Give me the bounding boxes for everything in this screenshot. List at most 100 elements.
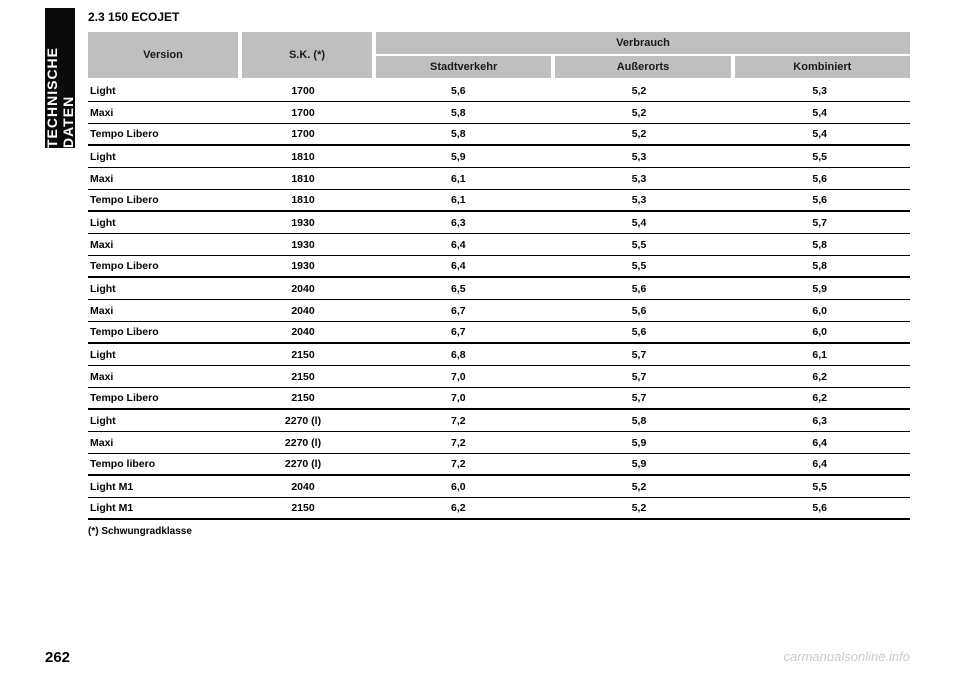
cell-version: Light: [88, 151, 238, 163]
cell-kombi: 6,4: [729, 458, 910, 470]
cell-aussen: 5,7: [549, 392, 730, 404]
hdr-aussen: Außerorts: [555, 56, 730, 78]
cell-kombi: 5,4: [729, 128, 910, 140]
table-row: Tempo libero2270 (l)7,25,96,4: [88, 454, 910, 476]
table-row: Maxi21507,05,76,2: [88, 366, 910, 388]
table-footnote: (*) Schwungradklasse: [88, 526, 910, 537]
cell-sk: 2150: [238, 349, 368, 361]
table-header: Version S.K. (*) Verbrauch Stadtverkehr …: [88, 32, 910, 78]
table-row: Tempo Libero20406,75,66,0: [88, 322, 910, 344]
cell-aussen: 5,7: [549, 349, 730, 361]
cell-kombi: 5,6: [729, 194, 910, 206]
cell-stadt: 6,0: [368, 481, 549, 493]
table-row: Light M121506,25,25,6: [88, 498, 910, 520]
cell-stadt: 5,8: [368, 107, 549, 119]
hdr-stadt: Stadtverkehr: [376, 56, 551, 78]
cell-version: Tempo Libero: [88, 392, 238, 404]
table-row: Light17005,65,25,3: [88, 80, 910, 102]
cell-stadt: 6,1: [368, 173, 549, 185]
cell-stadt: 6,1: [368, 194, 549, 206]
cell-version: Light: [88, 85, 238, 97]
table-row: Maxi19306,45,55,8: [88, 234, 910, 256]
table-body: Light17005,65,25,3Maxi17005,85,25,4Tempo…: [88, 80, 910, 520]
table-row: Tempo Libero21507,05,76,2: [88, 388, 910, 410]
cell-stadt: 7,2: [368, 458, 549, 470]
cell-aussen: 5,2: [549, 502, 730, 514]
cell-kombi: 5,9: [729, 283, 910, 295]
cell-sk: 1810: [238, 151, 368, 163]
cell-aussen: 5,3: [549, 173, 730, 185]
table-row: Tempo Libero19306,45,55,8: [88, 256, 910, 278]
cell-kombi: 6,3: [729, 415, 910, 427]
cell-kombi: 6,0: [729, 305, 910, 317]
cell-stadt: 7,0: [368, 371, 549, 383]
cell-sk: 2040: [238, 283, 368, 295]
table-row: Maxi17005,85,25,4: [88, 102, 910, 124]
cell-sk: 2040: [238, 305, 368, 317]
cell-stadt: 6,8: [368, 349, 549, 361]
cell-version: Light: [88, 415, 238, 427]
cell-sk: 1810: [238, 173, 368, 185]
cell-stadt: 5,6: [368, 85, 549, 97]
cell-version: Maxi: [88, 173, 238, 185]
cell-sk: 2150: [238, 502, 368, 514]
cell-stadt: 6,2: [368, 502, 549, 514]
cell-version: Tempo Libero: [88, 260, 238, 272]
hdr-sk: S.K. (*): [242, 32, 372, 78]
table-row: Light21506,85,76,1: [88, 344, 910, 366]
cell-sk: 2150: [238, 392, 368, 404]
cell-kombi: 6,4: [729, 437, 910, 449]
cell-version: Light: [88, 217, 238, 229]
table-row: Maxi18106,15,35,6: [88, 168, 910, 190]
cell-sk: 1700: [238, 85, 368, 97]
hdr-verbrauch: Verbrauch: [376, 32, 910, 54]
cell-sk: 2040: [238, 326, 368, 338]
cell-aussen: 5,4: [549, 217, 730, 229]
cell-aussen: 5,8: [549, 415, 730, 427]
cell-stadt: 6,3: [368, 217, 549, 229]
table-row: Light20406,55,65,9: [88, 278, 910, 300]
cell-stadt: 7,2: [368, 437, 549, 449]
cell-version: Maxi: [88, 239, 238, 251]
cell-kombi: 6,2: [729, 371, 910, 383]
cell-stadt: 6,4: [368, 239, 549, 251]
page-number: 262: [45, 649, 70, 666]
table-row: Light19306,35,45,7: [88, 212, 910, 234]
cell-version: Tempo Libero: [88, 326, 238, 338]
cell-aussen: 5,6: [549, 305, 730, 317]
cell-aussen: 5,3: [549, 194, 730, 206]
cell-sk: 2270 (l): [238, 458, 368, 470]
cell-version: Tempo libero: [88, 458, 238, 470]
cell-kombi: 5,6: [729, 173, 910, 185]
cell-stadt: 6,4: [368, 260, 549, 272]
watermark: carmanualsonline.info: [784, 649, 910, 664]
cell-aussen: 5,5: [549, 260, 730, 272]
cell-version: Tempo Libero: [88, 194, 238, 206]
cell-kombi: 6,2: [729, 392, 910, 404]
cell-kombi: 6,1: [729, 349, 910, 361]
cell-sk: 1810: [238, 194, 368, 206]
cell-aussen: 5,2: [549, 481, 730, 493]
cell-kombi: 5,5: [729, 151, 910, 163]
cell-aussen: 5,3: [549, 151, 730, 163]
cell-stadt: 5,9: [368, 151, 549, 163]
consumption-table: Version S.K. (*) Verbrauch Stadtverkehr …: [88, 32, 910, 537]
cell-kombi: 5,7: [729, 217, 910, 229]
cell-kombi: 5,4: [729, 107, 910, 119]
cell-aussen: 5,9: [549, 437, 730, 449]
sidebar-tab: TECHNISCHE DATEN: [45, 8, 75, 148]
cell-stadt: 5,8: [368, 128, 549, 140]
cell-kombi: 5,3: [729, 85, 910, 97]
cell-stadt: 7,0: [368, 392, 549, 404]
cell-kombi: 5,8: [729, 239, 910, 251]
cell-sk: 1700: [238, 107, 368, 119]
cell-aussen: 5,2: [549, 85, 730, 97]
section-title: 2.3 150 ECOJET: [88, 10, 179, 24]
cell-version: Light: [88, 283, 238, 295]
cell-version: Maxi: [88, 371, 238, 383]
cell-version: Maxi: [88, 107, 238, 119]
cell-aussen: 5,2: [549, 128, 730, 140]
cell-version: Light: [88, 349, 238, 361]
cell-sk: 1930: [238, 239, 368, 251]
cell-version: Light M1: [88, 481, 238, 493]
